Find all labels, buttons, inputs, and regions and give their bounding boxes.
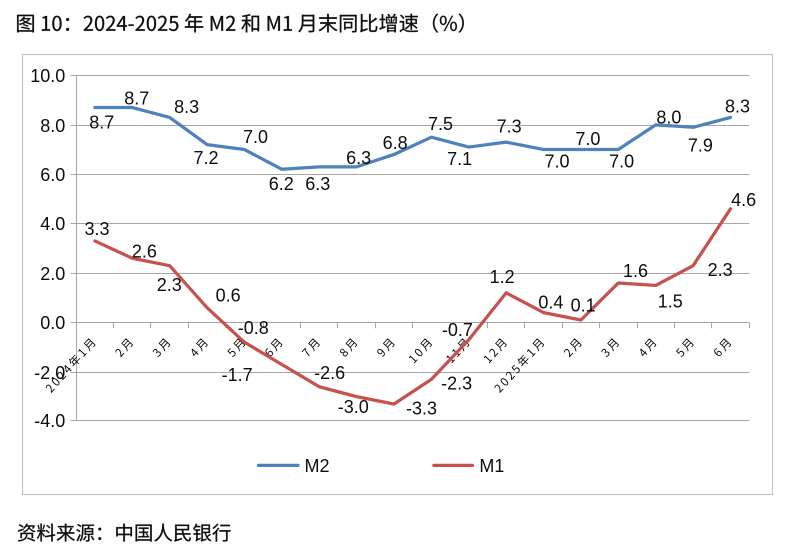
- svg-text:2.3: 2.3: [708, 260, 733, 280]
- svg-text:6.2: 6.2: [269, 174, 294, 194]
- svg-text:1.6: 1.6: [623, 261, 648, 281]
- svg-text:4.6: 4.6: [731, 190, 756, 210]
- svg-text:8.3: 8.3: [725, 97, 750, 117]
- svg-text:7.3: 7.3: [497, 116, 522, 136]
- svg-text:7.1: 7.1: [447, 149, 472, 169]
- svg-text:0.6: 0.6: [216, 286, 241, 306]
- svg-text:6.0: 6.0: [40, 165, 65, 185]
- svg-text:2.6: 2.6: [132, 242, 157, 262]
- svg-text:7.5: 7.5: [428, 114, 453, 134]
- svg-text:M1: M1: [479, 456, 504, 476]
- svg-text:6.3: 6.3: [346, 148, 371, 168]
- svg-text:8.0: 8.0: [40, 116, 65, 136]
- svg-text:2.3: 2.3: [157, 275, 182, 295]
- svg-text:-3.3: -3.3: [406, 399, 437, 419]
- svg-text:8.7: 8.7: [89, 113, 114, 133]
- svg-text:-0.7: -0.7: [442, 320, 473, 340]
- svg-text:6.8: 6.8: [383, 133, 408, 153]
- svg-text:8.0: 8.0: [656, 107, 681, 127]
- svg-text:0.0: 0.0: [40, 313, 65, 333]
- svg-text:-2.6: -2.6: [314, 363, 345, 383]
- svg-text:8.7: 8.7: [124, 89, 149, 109]
- svg-text:-4.0: -4.0: [34, 411, 65, 431]
- svg-text:8.3: 8.3: [174, 97, 199, 117]
- svg-text:-2.0: -2.0: [34, 363, 65, 383]
- svg-text:-3.0: -3.0: [338, 397, 369, 417]
- svg-text:7.2: 7.2: [193, 148, 218, 168]
- svg-text:-0.8: -0.8: [238, 318, 269, 338]
- svg-text:0.4: 0.4: [538, 293, 563, 313]
- svg-text:7.0: 7.0: [575, 129, 600, 149]
- svg-text:2.0: 2.0: [40, 264, 65, 284]
- svg-text:4.0: 4.0: [40, 214, 65, 234]
- svg-text:7.0: 7.0: [544, 152, 569, 172]
- svg-text:3.3: 3.3: [84, 219, 109, 239]
- svg-text:7.9: 7.9: [688, 136, 713, 156]
- svg-text:6.3: 6.3: [305, 174, 330, 194]
- svg-text:1.5: 1.5: [658, 292, 683, 312]
- svg-text:-2.3: -2.3: [441, 374, 472, 394]
- svg-text:1.2: 1.2: [490, 267, 515, 287]
- svg-text:M2: M2: [305, 456, 330, 476]
- svg-text:-1.7: -1.7: [222, 365, 253, 385]
- svg-text:10.0: 10.0: [30, 66, 65, 86]
- svg-text:7.0: 7.0: [243, 127, 268, 147]
- svg-text:7.0: 7.0: [609, 152, 634, 172]
- svg-text:0.1: 0.1: [571, 296, 596, 316]
